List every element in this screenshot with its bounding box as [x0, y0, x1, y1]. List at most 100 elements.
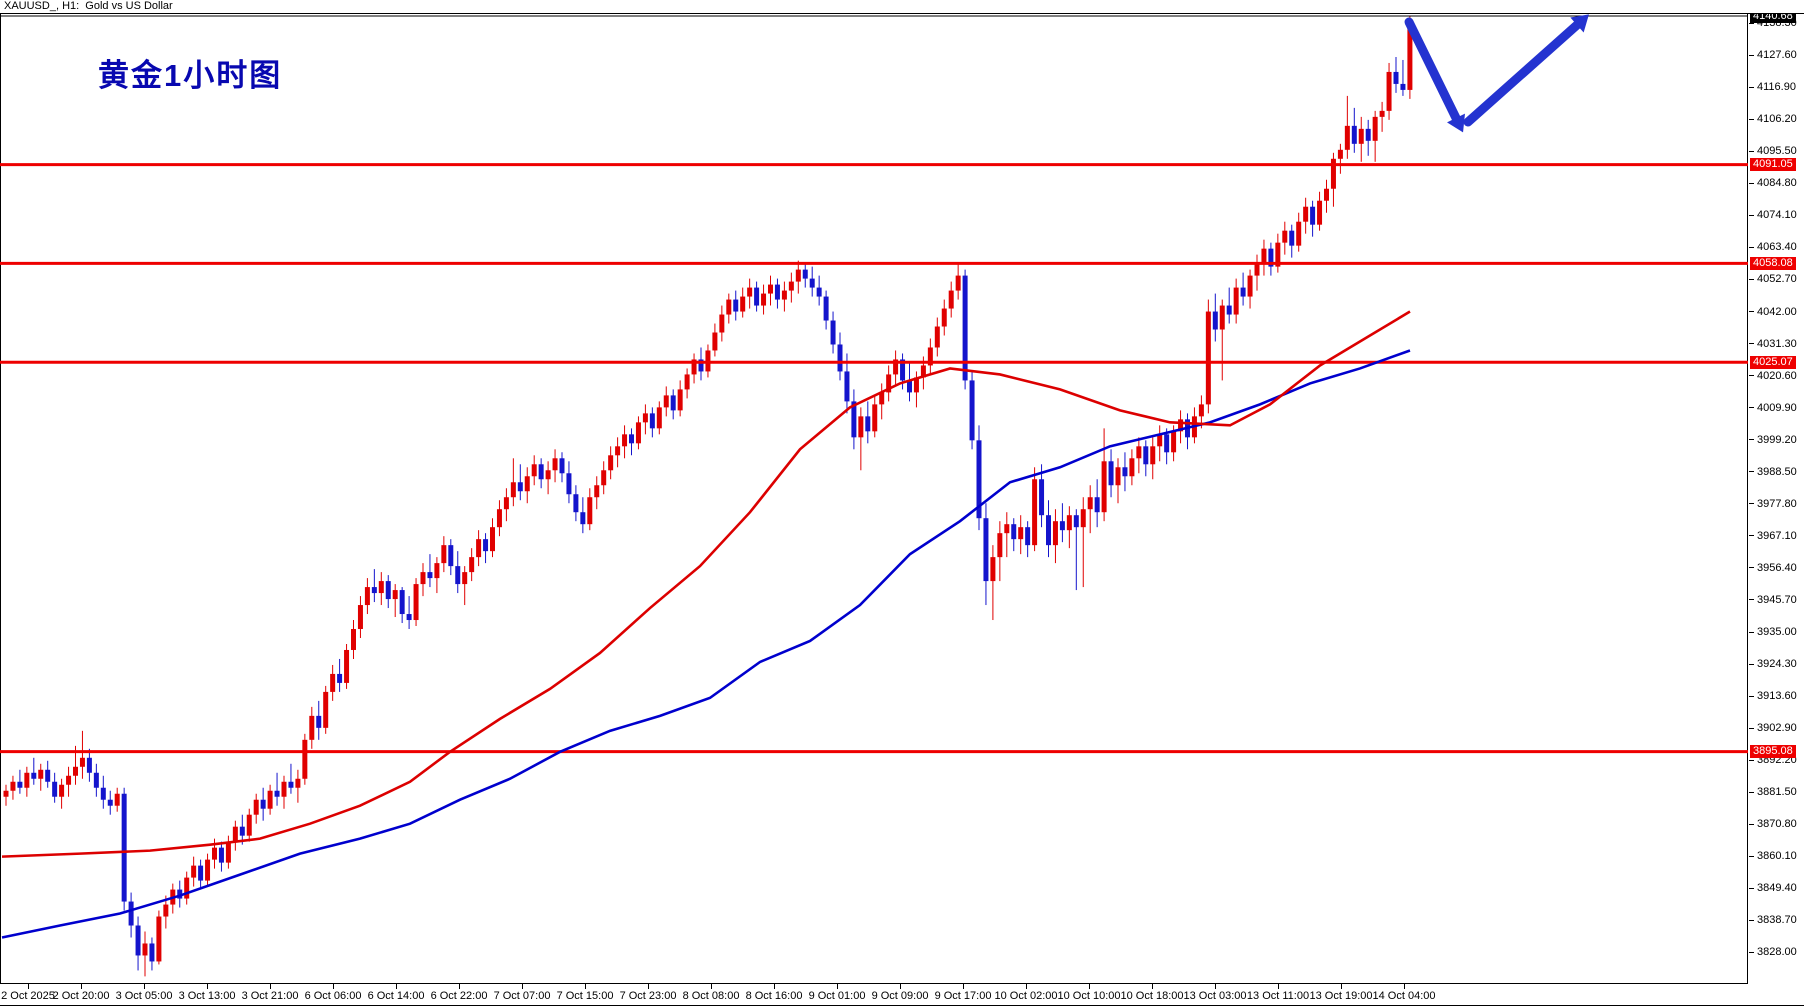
candle-body	[114, 793, 120, 806]
candle-body	[1157, 434, 1163, 447]
time-tick-label: 3 Oct 13:00	[178, 990, 236, 1002]
time-tick	[333, 984, 334, 989]
time-tick-label: 2 Oct 20:00	[52, 990, 110, 1002]
annotation-title: 黄金1小时图	[98, 58, 283, 93]
price-tick	[1749, 855, 1754, 857]
time-tick	[1089, 984, 1090, 989]
candle-body	[726, 299, 732, 315]
price-tick-label: 3849.40	[1757, 882, 1797, 895]
candle-body	[191, 865, 197, 878]
price-tick	[1749, 375, 1754, 377]
candle-body	[448, 545, 454, 567]
candle-body	[149, 943, 155, 962]
candle-body	[93, 772, 99, 788]
candle-body	[774, 284, 780, 300]
candle-body	[1240, 287, 1246, 297]
candle-body	[1317, 200, 1323, 225]
price-tick-label: 3956.40	[1757, 561, 1797, 574]
candle-body	[483, 539, 489, 552]
candle-body	[976, 440, 982, 519]
candle-body	[1233, 287, 1239, 315]
candle-body	[851, 401, 857, 438]
candle-body	[1101, 461, 1107, 513]
candle-body	[844, 371, 850, 402]
candle-body	[476, 539, 482, 558]
candle-body	[573, 494, 579, 513]
candle-body	[73, 766, 78, 776]
candle-body	[816, 287, 822, 297]
candle-body	[24, 772, 30, 788]
trend-arrow-head-icon[interactable]	[1447, 113, 1465, 133]
time-tick-label: 2 Oct 2025	[1, 990, 55, 1002]
candle-body	[330, 673, 336, 692]
candle-body	[601, 470, 607, 486]
candle-body	[948, 290, 954, 309]
candle-body	[128, 901, 134, 926]
candle-body	[142, 943, 148, 956]
candle-body	[399, 590, 405, 615]
price-tick	[1749, 439, 1754, 441]
trend-arrow-head-icon[interactable]	[1570, 14, 1589, 33]
time-axis[interactable]: 2 Oct 2025 2 Oct 20:00 3 Oct 05:00 3 Oct 13…	[0, 984, 1804, 1005]
candle-body	[531, 464, 537, 477]
price-tick	[1749, 695, 1754, 697]
price-tick-label: 4074.10	[1757, 209, 1797, 222]
price-axis[interactable]: 4138.30 4127.60 4116.90 4106.20 4095.50 4084.…	[1749, 9, 1804, 984]
candle-body	[392, 590, 398, 600]
time-tick	[1278, 984, 1279, 989]
candle-body	[1073, 515, 1079, 528]
candle-body	[1261, 248, 1267, 264]
candle-body	[253, 799, 259, 815]
candle-body	[900, 359, 906, 381]
time-tick	[648, 984, 649, 989]
candle-body	[1386, 71, 1392, 111]
candle-body	[781, 290, 787, 300]
price-tick	[1749, 150, 1754, 152]
time-tick-label: 10 Oct 02:00	[994, 990, 1058, 1002]
trend-arrow[interactable]	[1463, 20, 1582, 127]
candle-body	[1122, 467, 1128, 477]
time-tick	[963, 984, 964, 989]
chart-canvas[interactable]	[0, 0, 1748, 984]
candle-body	[385, 581, 391, 600]
price-tick-label: 3870.80	[1757, 818, 1797, 831]
candle-body	[886, 374, 892, 393]
time-tick	[81, 984, 82, 989]
candle-body	[10, 781, 16, 791]
candle-body	[1150, 446, 1156, 465]
time-tick-label: 7 Oct 07:00	[493, 990, 551, 1002]
candle-body	[434, 563, 440, 579]
candle-body	[1282, 230, 1288, 243]
window-title-bar: XAUUSD_, H1: Gold vs US Dollar	[0, 0, 1804, 14]
candle-body	[1289, 230, 1295, 246]
time-tick	[522, 984, 523, 989]
price-tick	[1749, 727, 1754, 729]
candle-body	[913, 377, 919, 393]
candle-body	[1219, 305, 1225, 330]
candle-body	[246, 814, 252, 836]
price-tick-label: 4127.60	[1757, 49, 1797, 62]
candle-body	[997, 533, 1003, 558]
candle-body	[59, 784, 65, 797]
trend-arrow[interactable]	[1404, 17, 1461, 123]
candle-body	[559, 458, 565, 474]
price-tick	[1749, 919, 1754, 921]
candle-body	[239, 826, 245, 836]
candle-body	[983, 518, 989, 582]
level-price-badge: 4058.08	[1750, 256, 1796, 270]
candle-body	[232, 826, 238, 842]
candle-body	[580, 512, 586, 525]
time-tick	[396, 984, 397, 989]
level-price-badge: 3895.08	[1750, 745, 1796, 759]
candle-body	[1226, 305, 1232, 315]
candle-body	[684, 374, 690, 390]
price-tick-label: 3828.00	[1757, 946, 1797, 959]
candle-body	[288, 781, 294, 788]
candle-body	[656, 407, 662, 429]
candle-body	[66, 775, 72, 785]
price-tick	[1749, 118, 1754, 120]
candle-body	[524, 476, 530, 492]
candle-body	[490, 527, 495, 552]
price-tick-label: 3988.50	[1757, 465, 1797, 478]
